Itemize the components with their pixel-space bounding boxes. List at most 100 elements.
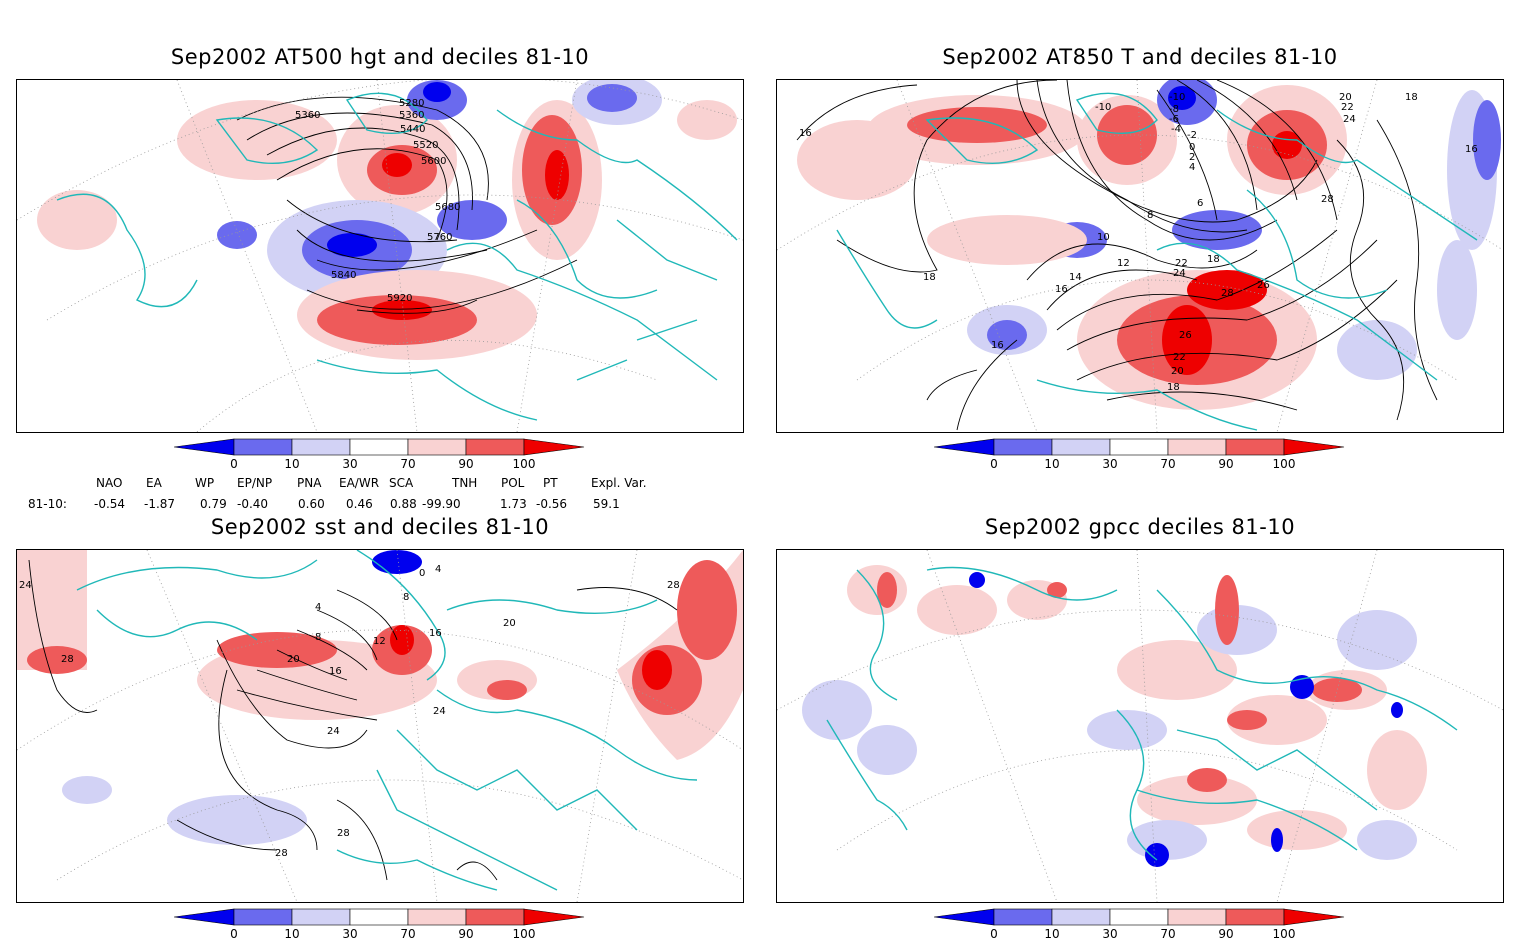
colorbar-segment (233, 908, 293, 926)
colorbar-segment (523, 908, 585, 926)
contour-label: 20 (1171, 366, 1184, 377)
colorbar-tick: 90 (458, 927, 474, 941)
contour-label: 16 (799, 128, 812, 139)
colorbar-segment (1051, 438, 1111, 456)
contour-label: 28 (61, 654, 74, 665)
contour-label: 20 (287, 654, 300, 665)
contour-label: 5600 (421, 156, 446, 167)
colorbar-tick: 90 (458, 457, 474, 471)
contour-label: 26 (1257, 280, 1270, 291)
panel-title-sst: Sep2002 sst and deciles 81-10 (210, 515, 550, 539)
contour-label: 4 (1189, 162, 1195, 173)
contour-label: 5360 (295, 110, 320, 121)
contour-label: 20 (503, 618, 516, 629)
colorbar-tick: 10 (1044, 457, 1060, 471)
colorbar-t850: 0 10 30 70 90 100 (933, 438, 1354, 478)
contour-label: -4 (1171, 124, 1181, 135)
contour-label: -10 (1169, 92, 1185, 103)
map-svg-t850: -10 -10 -8 -6 -4 -2 0 2 4 6 8 10 12 14 1… (777, 80, 1503, 432)
index-header-ea: EA (146, 476, 162, 490)
index-header-tnh: TNH (452, 476, 478, 490)
colorbar-segment (291, 908, 351, 926)
contour-label: 5920 (387, 293, 412, 304)
index-row-label: 81-10: (28, 497, 67, 511)
map-svg-hgt: 5280 5360 5360 5440 5520 5600 5680 5760 … (17, 80, 743, 432)
contour-label: 4 (435, 564, 441, 575)
panel-title-hgt: Sep2002 AT500 hgt and deciles 81-10 (170, 45, 590, 69)
contour-label: 24 (1173, 268, 1186, 279)
colorbar-segment (407, 908, 467, 926)
contour-label: -10 (1095, 102, 1111, 113)
colorbar-segment (1051, 908, 1111, 926)
colorbar-segment (465, 438, 525, 456)
colorbar-tick: 30 (342, 457, 358, 471)
contour-label: 5680 (435, 202, 460, 213)
colorbar-sst: 0 10 30 70 90 100 (173, 908, 594, 948)
contour-label: 2 (1189, 152, 1195, 163)
contour-label: 12 (1117, 258, 1130, 269)
map-panel-hgt: 5280 5360 5360 5440 5520 5600 5680 5760 … (16, 79, 744, 433)
contour-label: 28 (1321, 194, 1334, 205)
colorbar-tick: 0 (230, 457, 238, 471)
colorbar-segment (1109, 908, 1169, 926)
index-header-pna: PNA (297, 476, 322, 490)
colorbar-tick: 0 (230, 927, 238, 941)
index-header-nao: NAO (96, 476, 123, 490)
contour-label: 24 (327, 726, 340, 737)
contour-label: 18 (1207, 254, 1220, 265)
contour-label: 6 (1197, 198, 1203, 209)
colorbar-tick: 100 (512, 927, 536, 941)
index-value-ea: -1.87 (144, 497, 176, 511)
map-panel-t850: -10 -10 -8 -6 -4 -2 0 2 4 6 8 10 12 14 1… (776, 79, 1504, 433)
index-value-pt: -0.56 (536, 497, 568, 511)
colorbar-segment (1167, 908, 1227, 926)
contour-label: 18 (1405, 92, 1418, 103)
contour-label: 5760 (427, 232, 452, 243)
colorbar-gpcc: 0 10 30 70 90 100 (933, 908, 1354, 948)
index-value-sca: 0.88 (390, 497, 417, 511)
index-header-eawr: EA/WR (339, 476, 380, 490)
map-panel-gpcc (776, 549, 1504, 903)
colorbar-tick: 30 (1102, 927, 1118, 941)
contour-label: 22 (1175, 258, 1188, 269)
index-value-pol: 1.73 (500, 497, 527, 511)
contour-label: 5840 (331, 270, 356, 281)
colorbar-tick: 70 (1160, 927, 1176, 941)
colorbar-segment (993, 908, 1053, 926)
contour-label: 8 (1147, 210, 1153, 221)
colorbar-segment (465, 908, 525, 926)
index-value-explvar: 59.1 (593, 497, 620, 511)
colorbar-tick: 90 (1218, 927, 1234, 941)
colorbar-segment (1283, 438, 1345, 456)
contour-label: 26 (1179, 330, 1192, 341)
colorbar-segment (1283, 908, 1345, 926)
colorbar-svg (173, 438, 585, 456)
index-header-explvar: Expl. Var. (591, 476, 647, 490)
colorbar-segment (933, 908, 995, 926)
contour-label: 8 (403, 592, 409, 603)
contour-label: 10 (1097, 232, 1110, 243)
colorbar-segment (933, 438, 995, 456)
colorbar-tick: 100 (512, 457, 536, 471)
colorbar-tick: 10 (284, 927, 300, 941)
contour-label: 22 (1173, 352, 1186, 363)
colorbar-tick: 30 (342, 927, 358, 941)
map-panel-sst: 24 28 0 4 8 8 4 12 16 16 20 20 24 24 28 … (16, 549, 744, 903)
contour-label: 28 (667, 580, 680, 591)
colorbar-tick: 10 (1044, 927, 1060, 941)
contour-label: 16 (1465, 144, 1478, 155)
contour-label: -6 (1169, 114, 1179, 125)
index-value-pna: 0.60 (298, 497, 325, 511)
colorbar-tick: 90 (1218, 457, 1234, 471)
index-header-pt: PT (543, 476, 558, 490)
colorbar-tick: 10 (284, 457, 300, 471)
colorbar-svg (933, 908, 1345, 926)
contour-label: 22 (1341, 102, 1354, 113)
contour-label: 0 (1189, 142, 1195, 153)
colorbar-segment (291, 438, 351, 456)
colorbar-tick: 30 (1102, 457, 1118, 471)
colorbar-segment (233, 438, 293, 456)
colorbar-segment (1225, 908, 1285, 926)
contour-label: 5440 (400, 124, 425, 135)
contour-label: 8 (315, 632, 321, 643)
